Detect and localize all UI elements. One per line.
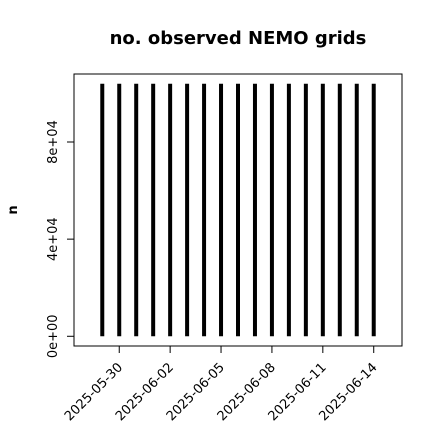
plot-frame [73, 73, 403, 347]
chart-title: no. observed NEMO grids [110, 28, 367, 49]
y-tick-label: 4e+04 [46, 217, 61, 261]
y-tick-label: 8e+04 [46, 120, 61, 164]
y-tick-label: 0e+00 [46, 314, 61, 358]
y-axis-label: n [6, 205, 21, 214]
